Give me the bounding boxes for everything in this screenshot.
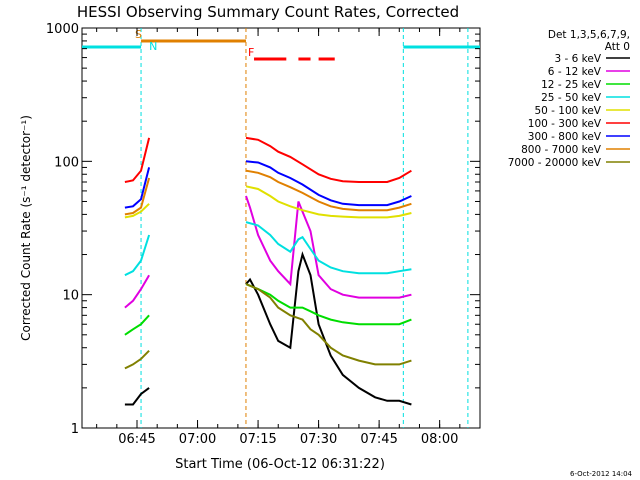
state-marker-label: N bbox=[149, 40, 157, 53]
series-line-8 bbox=[245, 283, 412, 366]
series-line-3 bbox=[245, 221, 412, 275]
legend-label: 300 - 800 keV bbox=[528, 131, 602, 143]
x-tick-label: 07:00 bbox=[179, 432, 216, 447]
series-line-5 bbox=[124, 137, 151, 183]
series-line-5 bbox=[245, 136, 412, 183]
series-line-2 bbox=[245, 283, 412, 326]
series-line-4 bbox=[124, 203, 150, 219]
x-axis-label: Start Time (06-Oct-12 06:31:22) bbox=[175, 457, 385, 472]
series-line-7 bbox=[124, 177, 151, 216]
series-line-8 bbox=[124, 349, 150, 370]
state-bar-label: F bbox=[248, 46, 254, 59]
footer-date: 6-Oct-2012 14:04 bbox=[570, 470, 633, 478]
series-line-1 bbox=[245, 195, 412, 299]
legend-label: 800 - 7000 keV bbox=[521, 144, 602, 156]
state-bars: S F N bbox=[82, 28, 480, 428]
series-line-3 bbox=[124, 234, 151, 277]
legend-label: 12 - 25 keV bbox=[541, 79, 602, 91]
legend-label: 100 - 300 keV bbox=[528, 118, 602, 130]
legend-header: Att 0 bbox=[605, 41, 630, 53]
legend-label: 6 - 12 keV bbox=[548, 66, 602, 78]
series-line-6 bbox=[245, 160, 412, 207]
legend-header: Det 1,3,5,6,7,9, bbox=[548, 29, 630, 41]
x-tick-label: 07:15 bbox=[239, 432, 276, 447]
y-tick-label: 1000 bbox=[46, 22, 79, 37]
legend-label: 25 - 50 keV bbox=[541, 92, 602, 104]
state-bar-label: S bbox=[135, 28, 142, 41]
axes: 06:45 07:00 07:15 07:30 07:45 08:00 1 10 100 1000 bbox=[46, 22, 481, 447]
chart-title: HESSI Observing Summary Count Rates, Cor… bbox=[77, 3, 459, 21]
series-line-0 bbox=[124, 387, 150, 406]
y-tick-label: 1 bbox=[71, 422, 79, 437]
legend-label: 3 - 6 keV bbox=[554, 53, 601, 65]
x-tick-label: 07:30 bbox=[300, 432, 337, 447]
x-tick-label: 06:45 bbox=[118, 432, 155, 447]
series-line-2 bbox=[124, 314, 150, 336]
y-tick-label: 10 bbox=[62, 289, 79, 304]
series-line-0 bbox=[245, 251, 412, 406]
series-lines bbox=[124, 136, 412, 406]
series-line-4 bbox=[245, 185, 412, 219]
plot-frame bbox=[81, 27, 481, 429]
series-line-1 bbox=[124, 274, 150, 309]
y-tick-label: 100 bbox=[54, 155, 79, 170]
x-tick-label: 07:45 bbox=[360, 432, 397, 447]
series-line-6 bbox=[124, 167, 151, 209]
series-line-7 bbox=[245, 169, 412, 212]
y-axis-label: Corrected Count Rate (s⁻¹ detector⁻¹) bbox=[19, 115, 33, 341]
x-tick-label: 08:00 bbox=[421, 432, 458, 447]
legend-label: 7000 - 20000 keV bbox=[508, 157, 602, 169]
legend-label: 50 - 100 keV bbox=[534, 105, 601, 117]
